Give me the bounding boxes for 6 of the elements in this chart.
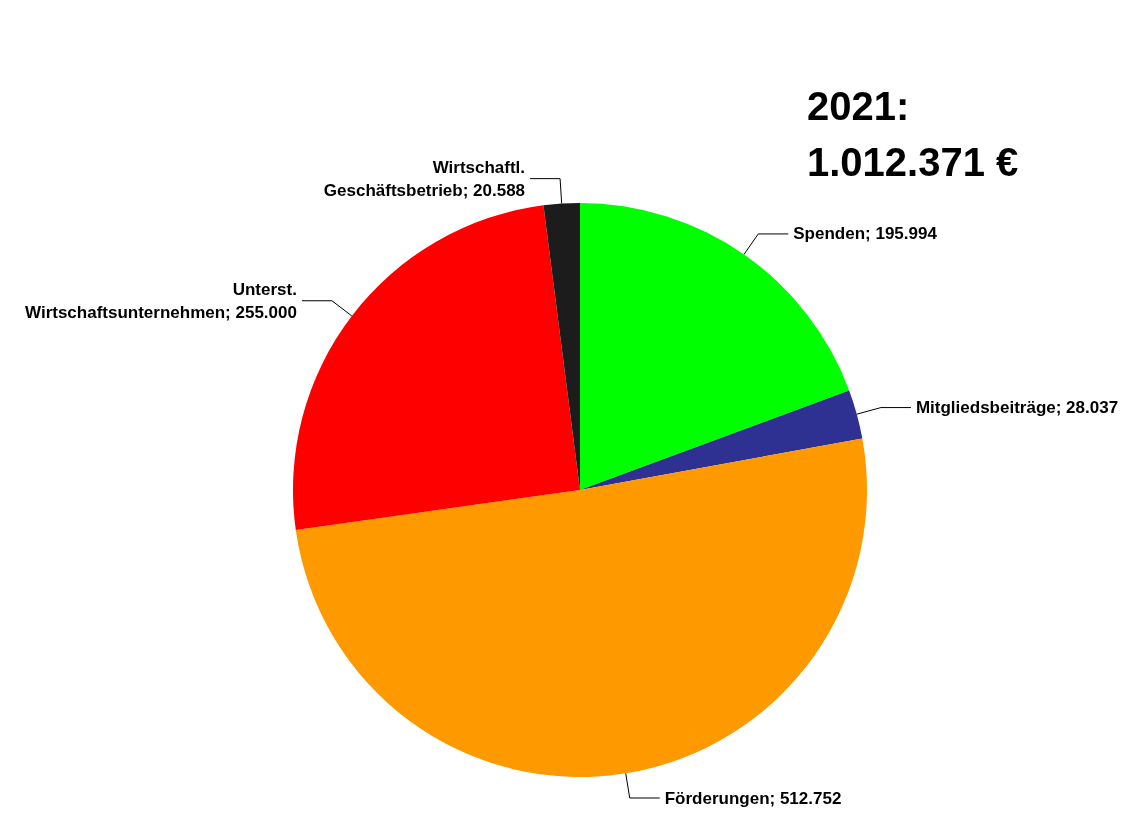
slice-label: Mitgliedsbeiträge; 28.037: [915, 398, 1119, 418]
slice-label: Unterst. Wirtschaftsunternehmen; 255.000: [25, 279, 297, 322]
slice-label: Wirtschaftl. Geschäftsbetrieb; 20.588: [323, 157, 526, 200]
slice-label: Förderungen; 512.752: [664, 788, 842, 808]
slice-label: Spenden; 195.994: [793, 224, 938, 244]
chart-title: 2021: 1.012.371 €: [807, 84, 1019, 184]
